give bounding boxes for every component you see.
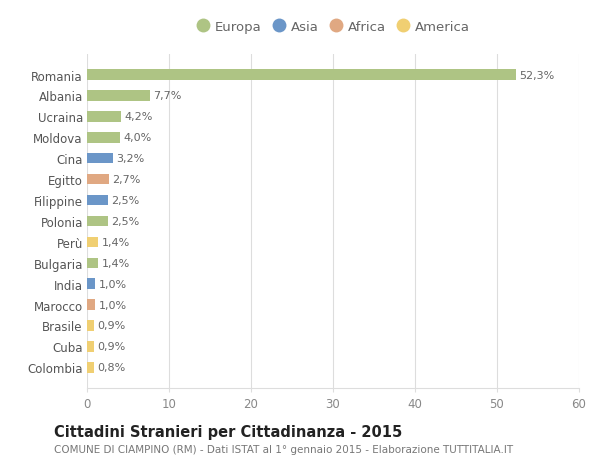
- Bar: [87, 320, 94, 331]
- Legend: Europa, Asia, Africa, America: Europa, Asia, Africa, America: [191, 15, 475, 39]
- Bar: [87, 341, 94, 352]
- Bar: [87, 196, 107, 206]
- Text: 4,2%: 4,2%: [125, 112, 153, 122]
- Text: 4,0%: 4,0%: [123, 133, 151, 143]
- Bar: [87, 258, 98, 269]
- Text: 0,8%: 0,8%: [97, 363, 125, 373]
- Text: 7,7%: 7,7%: [154, 91, 182, 101]
- Text: 2,5%: 2,5%: [111, 217, 139, 226]
- Text: 1,4%: 1,4%: [102, 258, 130, 268]
- Text: 2,5%: 2,5%: [111, 196, 139, 206]
- Bar: [87, 237, 98, 247]
- Text: 0,9%: 0,9%: [98, 321, 126, 331]
- Bar: [87, 70, 516, 81]
- Bar: [87, 279, 95, 289]
- Bar: [87, 112, 121, 123]
- Bar: [87, 174, 109, 185]
- Bar: [87, 362, 94, 373]
- Text: 2,7%: 2,7%: [112, 175, 141, 185]
- Bar: [87, 91, 150, 101]
- Text: 1,4%: 1,4%: [102, 237, 130, 247]
- Text: 0,9%: 0,9%: [98, 341, 126, 352]
- Bar: [87, 216, 107, 227]
- Bar: [87, 154, 113, 164]
- Text: 3,2%: 3,2%: [116, 154, 145, 164]
- Text: 1,0%: 1,0%: [98, 279, 127, 289]
- Bar: [87, 133, 120, 143]
- Text: 52,3%: 52,3%: [519, 70, 554, 80]
- Bar: [87, 300, 95, 310]
- Text: COMUNE DI CIAMPINO (RM) - Dati ISTAT al 1° gennaio 2015 - Elaborazione TUTTITALI: COMUNE DI CIAMPINO (RM) - Dati ISTAT al …: [54, 444, 513, 454]
- Text: 1,0%: 1,0%: [98, 300, 127, 310]
- Text: Cittadini Stranieri per Cittadinanza - 2015: Cittadini Stranieri per Cittadinanza - 2…: [54, 425, 402, 440]
